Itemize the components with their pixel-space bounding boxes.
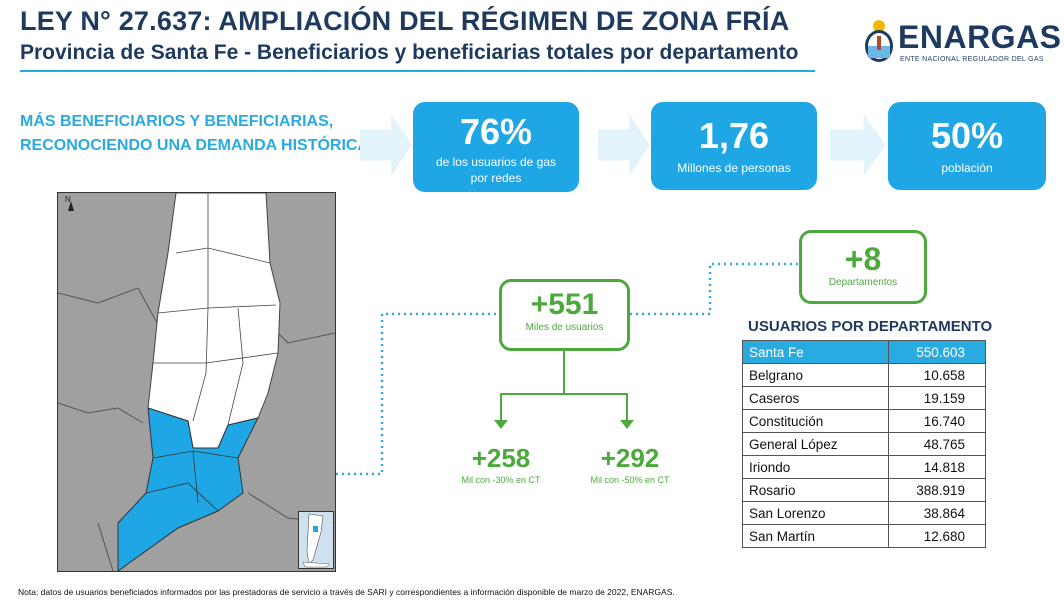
stat-value: 50%	[930, 115, 1004, 156]
table-row: Belgrano 10.658	[742, 363, 986, 387]
department-name: San Lorenzo	[742, 501, 889, 525]
logo-tagline: ENTE NACIONAL REGULADOR DEL GAS	[900, 56, 1044, 63]
department-name: Constitución	[742, 409, 889, 433]
table-row: San Martín 12.680	[742, 524, 986, 548]
logo	[862, 16, 1052, 72]
department-name: General López	[742, 432, 889, 456]
north-label: N	[65, 195, 71, 204]
table-row: San Lorenzo 38.864	[742, 501, 986, 525]
department-name: Belgrano	[742, 363, 889, 387]
department-users: 388.919	[888, 478, 986, 502]
province-map: N	[57, 192, 336, 572]
table-title: USUARIOS POR DEPARTAMENTO	[748, 318, 993, 335]
users-30pct-value: +258	[471, 443, 531, 473]
total-users-label: Miles de usuarios	[525, 322, 604, 333]
headline-line-1: MÁS BENEFICIARIOS Y BENEFICIARIAS,	[20, 113, 334, 130]
tree-right-drop	[626, 393, 628, 423]
stat-box-population: 50% población	[888, 102, 1046, 190]
table-row: Caseros 19.159	[742, 386, 986, 410]
department-name: Rosario	[742, 478, 889, 502]
department-users: 12.680	[888, 524, 986, 548]
departments-box: +8 Departamentos	[799, 230, 927, 304]
stat-value: 1,76	[698, 115, 770, 156]
department-users: 550.603	[888, 340, 986, 364]
inset-map	[298, 511, 334, 569]
users-50pct-value: +292	[600, 443, 660, 473]
title-underline	[20, 70, 815, 72]
connector-lines	[336, 262, 800, 476]
footnote: Nota: datos de usuarios beneficiados inf…	[18, 587, 675, 597]
arrow-down-icon	[494, 420, 508, 429]
table-row: Constitución 16.740	[742, 409, 986, 433]
tree-stem	[563, 351, 565, 393]
department-users: 16.740	[888, 409, 986, 433]
department-name: Iriondo	[742, 455, 889, 479]
stat-value: 76%	[459, 111, 533, 152]
table-row: General López 48.765	[742, 432, 986, 456]
logo-wordmark: ENARGAS	[898, 19, 1062, 55]
stat-label: de los usuarios de gas por redes	[435, 155, 557, 185]
departments-label: Departamentos	[828, 277, 898, 288]
north-arrow-icon	[68, 201, 74, 211]
tree-branch	[500, 393, 628, 395]
page-title: LEY N° 27.637: AMPLIACIÓN DEL RÉGIMEN DE…	[20, 6, 790, 36]
department-name: Santa Fe	[742, 340, 889, 364]
department-users: 14.818	[888, 455, 986, 479]
users-50pct-label: Mil con -50% en CT	[590, 475, 670, 485]
total-users-box: +551 Miles de usuarios	[499, 279, 630, 351]
total-users-value: +551	[530, 288, 599, 321]
department-name: Caseros	[742, 386, 889, 410]
tree-left-drop	[500, 393, 502, 423]
table-row: Santa Fe 550.603	[742, 340, 986, 364]
stat-box-gas-users: 76% de los usuarios de gas por redes	[413, 102, 579, 192]
department-users: 38.864	[888, 501, 986, 525]
stat-label: población	[941, 161, 993, 175]
stat-label: Millones de personas	[677, 161, 791, 175]
users-30pct-label: Mil con -30% en CT	[461, 475, 541, 485]
department-users: 48.765	[888, 432, 986, 456]
headline: MÁS BENEFICIARIOS Y BENEFICIARIAS, RECON…	[20, 110, 369, 158]
department-users: 10.658	[888, 363, 986, 387]
arrow-icon	[598, 114, 650, 176]
map-highlighted-departments	[117, 407, 259, 571]
stat-box-people: 1,76 Millones de personas	[651, 102, 817, 190]
table-row: Iriondo 14.818	[742, 455, 986, 479]
headline-line-2: RECONOCIENDO UNA DEMANDA HISTÓRICA	[20, 137, 370, 154]
coat-of-arms-icon	[865, 20, 893, 62]
table-row: Rosario 388.919	[742, 478, 986, 502]
province-map-svg	[58, 193, 335, 571]
departments-table: Santa Fe 550.603 Belgrano 10.658 Caseros 19.1…	[742, 340, 986, 548]
page-subtitle: Provincia de Santa Fe - Beneficiarios y …	[20, 41, 799, 64]
department-name: San Martín	[742, 524, 889, 548]
department-users: 19.159	[888, 386, 986, 410]
arrow-icon	[830, 114, 886, 176]
departments-value: +8	[844, 241, 882, 277]
arrow-down-icon	[620, 420, 634, 429]
